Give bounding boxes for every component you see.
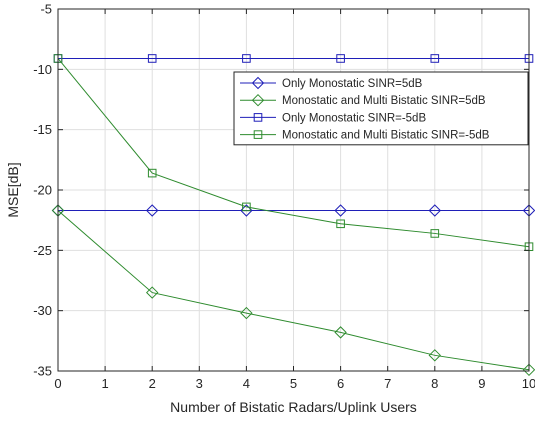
legend: Only Monostatic SINR=5dB Monostatic and M… [233, 71, 529, 146]
data-point [336, 54, 345, 63]
data-point [430, 54, 440, 63]
x-tick-label: 0 [54, 376, 61, 391]
data-point [145, 286, 159, 299]
legend-marker [251, 93, 265, 107]
legend-label: Monostatic and Multi Bistatic SINR=5dB [282, 95, 486, 107]
y-tick-label: -15 [33, 122, 52, 137]
y-axis-label: MSE[dB] [5, 162, 21, 217]
series-line [57, 58, 530, 248]
data-point [147, 168, 157, 178]
axes: 0 1 2 3 4 5 6 7 8 9 10 -35 -30 -25 -20 -15 -10 -5 [33, 2, 535, 392]
y-tick-label: -30 [33, 303, 52, 318]
x-tick-label: 8 [431, 376, 438, 391]
legend-item: Only Monostatic SINR=-5dB [240, 112, 426, 124]
legend-label: Only Monostatic SINR=-5dB [282, 112, 426, 124]
data-point [145, 204, 159, 217]
y-tick-label: -5 [40, 2, 52, 17]
x-tick-label: 7 [384, 376, 391, 391]
y-tick-label: -25 [33, 243, 52, 258]
data-point [522, 363, 535, 377]
data-point [428, 349, 442, 362]
x-tick-label: 10 [522, 376, 535, 391]
x-tick-label: 2 [149, 376, 156, 391]
legend-label: Only Monostatic SINR=5dB [282, 78, 423, 90]
legend-label: Monostatic and Multi Bistatic SINR=-5dB [282, 130, 490, 142]
series-layer [51, 54, 535, 377]
legend-item: Only Monostatic SINR=5dB [240, 76, 423, 90]
x-tick-label: 4 [243, 376, 250, 391]
legend-marker [253, 130, 263, 139]
x-tick-label: 6 [337, 376, 344, 391]
data-point [430, 229, 440, 238]
legend-marker [253, 113, 263, 122]
x-tick-label: 3 [196, 376, 203, 391]
legend-item: Monostatic and Multi Bistatic SINR=5dB [240, 93, 486, 107]
data-point [336, 219, 345, 229]
data-point [242, 54, 251, 63]
series-line [57, 210, 530, 371]
data-point [334, 326, 347, 339]
x-tick-label: 9 [478, 376, 485, 391]
data-point [428, 204, 442, 217]
y-tick-label: -10 [33, 62, 52, 77]
legend-item: Monostatic and Multi Bistatic SINR=-5dB [240, 130, 490, 142]
legend-marker [251, 76, 265, 90]
grid [57, 8, 530, 372]
y-tick-label: -20 [33, 183, 52, 198]
data-point [334, 204, 347, 217]
data-point [147, 54, 157, 63]
data-point [242, 202, 251, 212]
x-axis-label: Number of Bistatic Radars/Uplink Users [170, 399, 417, 415]
legend-box [233, 71, 529, 146]
data-point [240, 306, 253, 320]
y-tick-label: -35 [33, 364, 52, 379]
x-tick-label: 1 [101, 376, 108, 391]
x-tick-label: 5 [290, 376, 297, 391]
